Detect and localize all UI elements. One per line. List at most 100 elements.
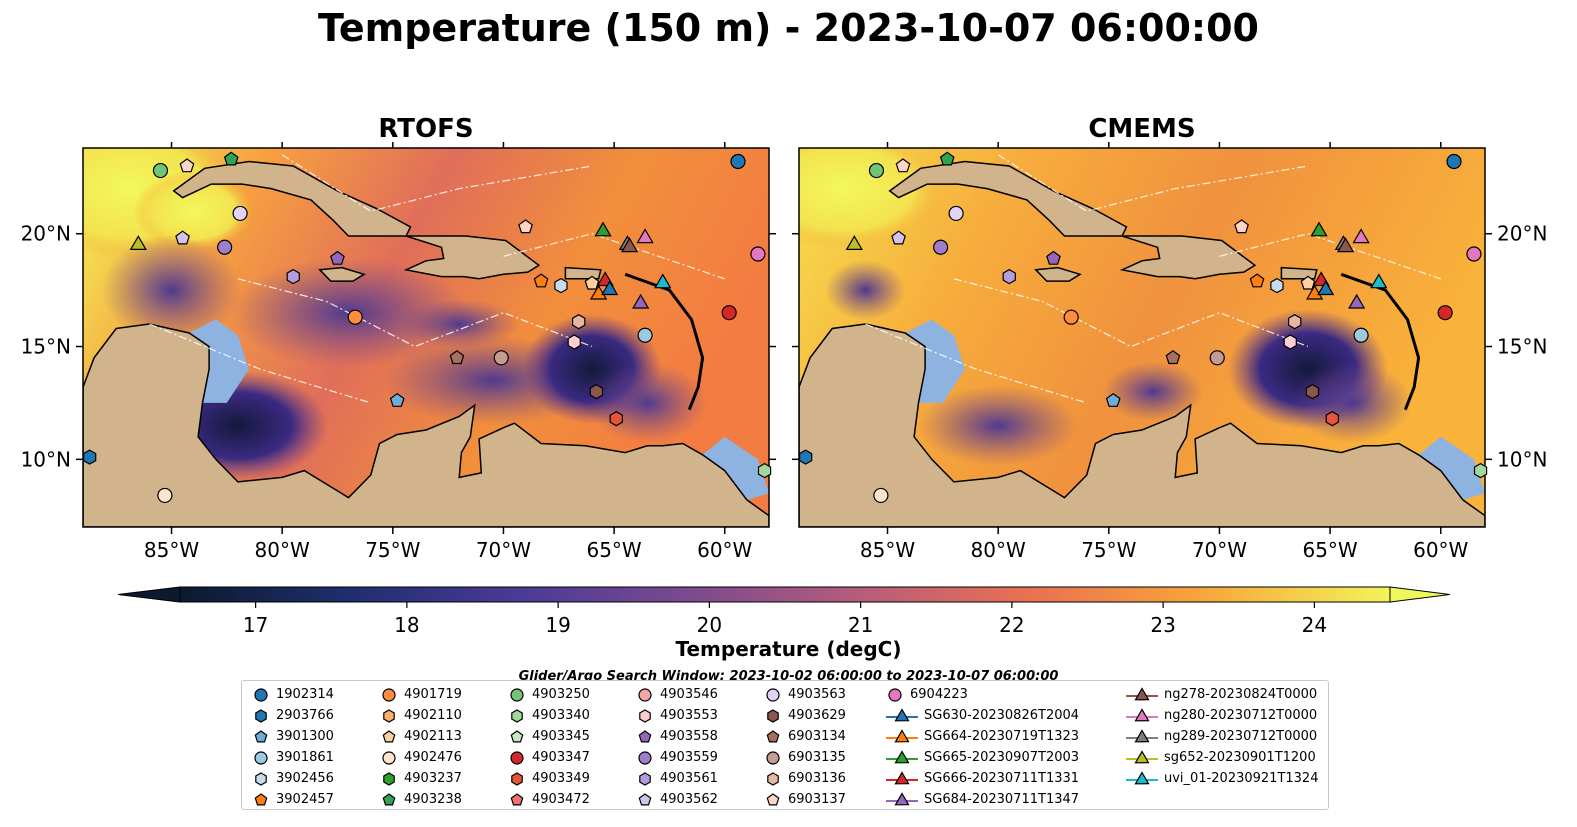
legend-item: 4903561 — [636, 768, 718, 789]
argo-marker-3901300 — [1105, 392, 1121, 407]
legend-label: 4902113 — [404, 729, 462, 744]
lon-tick-label: 80°W — [255, 538, 310, 562]
temperature-anomaly — [399, 298, 520, 349]
legend-item: SG630-20230826T2004 — [886, 705, 1079, 726]
legend-marker-icon — [1126, 749, 1158, 763]
continental-shelf — [702, 436, 769, 500]
rtofs-map — [83, 148, 769, 527]
lon-tick-label: 65°W — [586, 538, 641, 562]
glider-marker-sg652-20230901T1200 — [129, 235, 147, 250]
legend-label: 6903136 — [788, 771, 846, 786]
legend-item: SG666-20230711T1331 — [886, 768, 1079, 789]
argo-marker-4903563 — [948, 205, 964, 222]
legend-marker-icon — [638, 729, 652, 742]
legend-marker-shape — [511, 708, 523, 723]
legend-item: 6903135 — [764, 747, 846, 768]
legend-item: 4903238 — [380, 789, 462, 810]
legend-marker-shape — [766, 750, 780, 765]
glider-marker-SG664-20230719T1323 — [1305, 284, 1324, 300]
legend-column: 4901719 4902110 4902113 4902476 4903237 49032… — [380, 684, 462, 810]
argo-marker-6903137 — [1234, 219, 1249, 234]
argo-marker-4903349 — [1325, 411, 1340, 427]
argo-marker-4902476 — [873, 487, 889, 504]
legend-marker-shape — [766, 729, 780, 742]
argo-marker-4903559 — [217, 239, 233, 255]
argo-marker-6903137 — [895, 158, 911, 173]
legend-label: SG665-20230907T2003 — [924, 750, 1080, 765]
glider-marker-SG684-20230711T1347 — [632, 293, 650, 309]
legend-marker-icon — [254, 687, 268, 702]
legend-marker-shape — [382, 729, 396, 742]
legend-label: 4902476 — [404, 750, 462, 765]
argo-marker-6904223 — [750, 246, 766, 262]
land-hisp — [1119, 235, 1257, 280]
continental-shelf — [1418, 436, 1485, 500]
legend-marker-shape — [1134, 770, 1150, 784]
legend-column: 4903250 4903340 4903345 4903347 4903349 49034… — [508, 684, 590, 810]
legend-marker-icon — [254, 750, 268, 765]
legend-marker-shape — [1134, 749, 1150, 763]
land-hisp — [403, 235, 541, 280]
legend-marker-icon — [886, 770, 918, 784]
lon-tick-label: 85°W — [860, 538, 915, 562]
legend-item: 4903629 — [764, 705, 846, 726]
legend-marker-shape — [382, 792, 396, 805]
legend-label: 4903345 — [532, 729, 590, 744]
argo-marker-3902456 — [554, 277, 568, 294]
legend-item: 3901861 — [252, 747, 334, 768]
argo-marker-4903562 — [175, 230, 190, 245]
colorbar-extend-low — [117, 586, 181, 603]
legend-marker-shape — [1134, 728, 1150, 742]
legend-marker-icon — [1126, 707, 1158, 721]
lat-tick-label: 10°N — [1497, 447, 1547, 471]
argo-marker-4903563 — [232, 205, 248, 222]
legend-marker-shape — [255, 771, 267, 786]
legend-label: 4903561 — [660, 771, 718, 786]
legend-item: 4902476 — [380, 747, 462, 768]
argo-marker-4903629 — [589, 383, 604, 400]
argo-marker-4902113 — [1300, 275, 1316, 290]
eez-boundary — [1219, 233, 1441, 280]
argo-marker-2903766 — [798, 449, 813, 465]
colorbar-tick-label: 20 — [697, 613, 722, 637]
legend-marker-icon — [382, 792, 396, 805]
legend-label: 3901861 — [276, 750, 334, 765]
argo-marker-4903562 — [891, 230, 906, 245]
legend-column: 6904223 SG630-20230826T2004 SG664-20230719… — [886, 684, 1079, 810]
lon-tick-label: 60°W — [1413, 538, 1468, 562]
legend-marker-shape — [638, 792, 652, 805]
argo-marker-4903629 — [1305, 383, 1320, 400]
legend-item: 3902456 — [252, 768, 334, 789]
legend-marker-icon — [510, 750, 524, 765]
legend-marker-icon — [888, 687, 902, 702]
legend-marker-shape — [638, 687, 652, 702]
temperature-anomaly — [1103, 361, 1204, 422]
argo-marker-3901861 — [637, 327, 653, 343]
legend-marker-icon — [255, 771, 267, 786]
eez-boundary — [149, 323, 371, 404]
legend-label: 4903563 — [788, 687, 846, 702]
legend-label: SG630-20230826T2004 — [924, 708, 1080, 723]
temperature-anomaly — [133, 171, 254, 252]
legend-item: 4903558 — [636, 726, 718, 747]
glider-marker-ng278-20230824T0000 — [620, 237, 639, 253]
legend-item: 4903546 — [636, 684, 718, 705]
legend-label: 4903250 — [532, 687, 590, 702]
land-sam — [799, 323, 1485, 527]
argo-marker-3901861 — [1353, 327, 1369, 343]
colorbar: 17 18 19 20 21 22 23 24 — [117, 586, 1451, 637]
land-jam — [318, 266, 366, 282]
legend-item: uvi_01-20230921T1324 — [1126, 768, 1318, 789]
legend-marker-icon — [510, 687, 524, 702]
legend-marker-shape — [638, 729, 652, 742]
argo-marker-1902314 — [730, 153, 746, 170]
legend-marker-icon — [1126, 728, 1158, 742]
legend-item: 4903349 — [508, 768, 590, 789]
glider-marker-SG684-20230711T1347 — [1348, 293, 1366, 309]
argo-marker-6903134 — [449, 350, 465, 365]
legend-column: 4903546 4903553 4903558 4903559 4903561 49035… — [636, 684, 718, 810]
legend-item: 4903250 — [508, 684, 590, 705]
argo-marker-2903766 — [82, 449, 97, 465]
temperature-anomaly — [101, 235, 242, 346]
